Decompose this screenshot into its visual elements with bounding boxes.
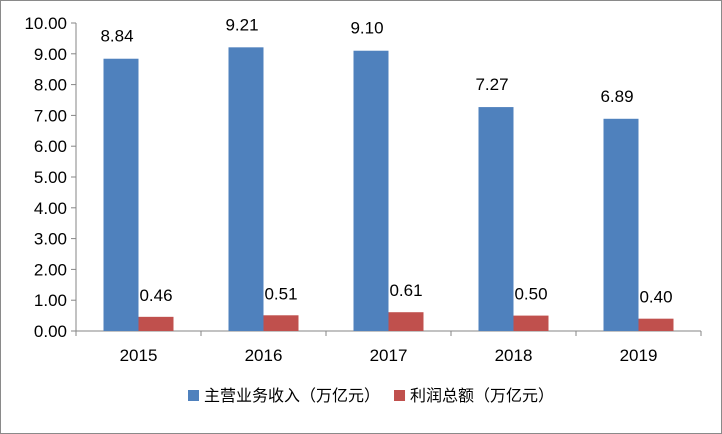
legend-swatch-series-2: [394, 390, 406, 401]
y-tick-label: 2.00: [34, 260, 67, 279]
y-tick-label: 9.00: [34, 45, 67, 64]
bars: [103, 47, 674, 332]
bar-series-1-2017: [353, 50, 389, 331]
data-label-series-1: 6.89: [600, 87, 633, 106]
x-tick-label: 2019: [620, 346, 658, 365]
bar-series-2-2018: [513, 315, 549, 331]
y-tick-label: 6.00: [34, 137, 67, 156]
x-tick-label: 2018: [495, 346, 533, 365]
y-tick-label: 5.00: [34, 168, 67, 187]
bar-series-2-2019: [638, 318, 674, 331]
data-label-series-2: 0.46: [139, 286, 172, 305]
bar-series-1-2016: [228, 47, 264, 331]
bar-series-1-2019: [603, 118, 639, 332]
y-tick-label: 10.00: [24, 14, 67, 33]
data-label-series-1: 7.27: [475, 75, 508, 94]
data-label-series-2: 0.51: [264, 284, 297, 303]
data-labels: 8.84 9.21 9.10 7.27 6.89 0.46 0.51 0.61 0.50 0.40: [100, 15, 672, 306]
data-label-series-2: 0.50: [514, 285, 547, 304]
bar-series-1-2018: [478, 107, 514, 331]
bar-series-2-2017: [388, 312, 424, 331]
y-tick-label: 7.00: [34, 106, 67, 125]
x-tick-label: 2015: [120, 346, 158, 365]
bar-series-2-2015: [138, 316, 174, 331]
data-label-series-1: 9.21: [225, 15, 258, 34]
y-tick-label: 8.00: [34, 76, 67, 95]
data-label-series-2: 0.40: [639, 288, 672, 307]
y-tick-label: 4.00: [34, 199, 67, 218]
legend-label-series-2: 利润总额（万亿元）: [410, 386, 554, 405]
y-axis: 0.00 1.00 2.00 3.00 4.00 5.00 6.00 7.00 8.00 9.00…: [24, 14, 77, 341]
y-tick-label: 3.00: [34, 230, 67, 249]
data-label-series-2: 0.61: [389, 281, 422, 300]
data-label-series-1: 9.10: [350, 19, 383, 38]
y-tick-label: 1.00: [34, 291, 67, 310]
bar-series-1-2015: [103, 58, 139, 332]
x-tick-label: 2017: [370, 346, 408, 365]
legend-swatch-series-1: [188, 390, 199, 401]
legend: 主营业务收入（万亿元） 利润总额（万亿元）: [188, 386, 554, 405]
bar-series-2-2016: [263, 315, 299, 331]
data-label-series-1: 8.84: [100, 27, 133, 46]
legend-label-series-1: 主营业务收入（万亿元）: [204, 386, 380, 405]
x-axis: 2015 2016 2017 2018 2019: [75, 330, 702, 365]
x-tick-label: 2016: [245, 346, 283, 365]
y-tick-label: 0.00: [34, 322, 67, 341]
